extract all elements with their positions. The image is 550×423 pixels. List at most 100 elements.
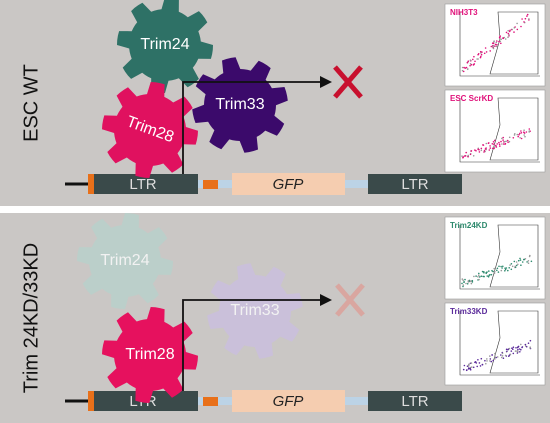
plot-dot <box>463 281 465 283</box>
plot-dot <box>521 346 523 349</box>
arrow <box>182 299 322 391</box>
plot-dot <box>529 254 531 257</box>
plot-dot <box>465 151 468 154</box>
plot-dot <box>518 133 520 136</box>
plot-dot <box>474 149 476 151</box>
plot-dot <box>499 40 502 43</box>
protein-gear <box>102 307 198 403</box>
plot-title: ESC ScrKD <box>450 94 493 103</box>
plot-dot <box>470 63 473 66</box>
plot-dot <box>501 352 504 355</box>
plot-dot <box>468 363 470 366</box>
plot-dot <box>492 42 495 45</box>
plot-dot <box>512 346 515 348</box>
plot-box <box>444 89 546 173</box>
plot-dot <box>478 151 481 153</box>
plot-dot <box>473 55 475 58</box>
panel: Trim 24KD/33KDLTRGFPLTRTrim24Trim33Trim2… <box>0 213 550 423</box>
plot-dot <box>462 70 465 73</box>
plot-dot <box>500 356 503 359</box>
plot-dot <box>486 360 488 362</box>
gfp-label: GFP <box>273 393 304 410</box>
plot-dot <box>528 130 531 132</box>
plot-dot <box>494 356 496 358</box>
plot-dot <box>508 355 510 357</box>
plot-dot <box>519 257 521 260</box>
ltr-box <box>368 174 462 194</box>
plot-dot <box>508 34 510 36</box>
plot-dot <box>494 43 497 46</box>
plot-dot <box>464 155 467 157</box>
plot-dot <box>518 348 521 350</box>
plot-dot <box>516 352 519 354</box>
plot-dot <box>495 41 498 44</box>
plot-dot <box>517 263 519 266</box>
plot-dot <box>523 21 525 23</box>
plot-dot <box>470 362 473 364</box>
plot-dot <box>495 45 498 48</box>
plot-dot <box>478 274 480 276</box>
plot-dot <box>517 348 519 351</box>
plot-dot <box>494 270 496 273</box>
plot-dot <box>514 265 516 268</box>
plot-dot <box>508 347 511 350</box>
plot-dot <box>500 42 502 45</box>
plot-dot <box>508 140 511 143</box>
plot-dot <box>495 146 498 148</box>
plot-dot <box>519 137 521 139</box>
plot-dot <box>496 40 498 42</box>
plot-dot <box>501 267 503 269</box>
protein-label: Trim33 <box>230 302 279 319</box>
plot-axes <box>459 98 540 163</box>
plot-dot <box>496 269 498 272</box>
plot-dot <box>502 37 504 39</box>
panel-label: Trim 24KD/33KD <box>20 243 42 393</box>
plot-dot <box>515 347 517 349</box>
plot-dot <box>462 284 465 286</box>
plot-dot <box>465 282 467 285</box>
plot-dot <box>506 139 509 142</box>
plot-dot <box>492 47 495 50</box>
plot-dot <box>505 31 508 34</box>
plot-dot <box>492 46 494 48</box>
plot-dot <box>500 354 502 356</box>
plot-dot <box>509 29 511 32</box>
plot-dot <box>493 146 496 148</box>
plot-dot <box>530 260 533 263</box>
plot-dot <box>496 43 498 46</box>
plot-dot <box>504 38 507 40</box>
plot-dot <box>498 141 500 144</box>
plot-dot <box>524 258 527 260</box>
plot-dot <box>469 369 472 371</box>
plot-dot <box>475 362 478 364</box>
plot-dot <box>488 270 490 272</box>
plot-dot <box>487 142 490 144</box>
plot-dot <box>472 155 475 157</box>
plot-dot <box>499 145 501 147</box>
plot-dot <box>478 272 480 275</box>
plot-dot <box>493 143 495 145</box>
plot-dot <box>527 260 530 262</box>
plot-dot <box>529 339 532 342</box>
plot-dot <box>493 147 495 150</box>
plot-dot <box>487 275 490 278</box>
plot-dot <box>486 275 489 277</box>
plot-dot <box>464 278 466 281</box>
plot-dot <box>528 18 530 20</box>
plot-dot <box>469 367 472 370</box>
plot-dot <box>524 17 527 20</box>
plot-dot <box>523 132 526 134</box>
plot-title: Trim24KD <box>450 221 488 230</box>
plot-dot <box>489 360 491 362</box>
plot-dot <box>462 368 465 371</box>
protein-label: Trim24 <box>140 36 189 53</box>
plot-dot <box>501 143 503 145</box>
plot-axes <box>459 311 540 376</box>
gfp-label: GFP <box>273 176 304 193</box>
plot-dot <box>470 150 473 152</box>
plot-dot <box>493 139 496 142</box>
plot-dot <box>496 356 499 358</box>
promoter <box>203 397 218 406</box>
